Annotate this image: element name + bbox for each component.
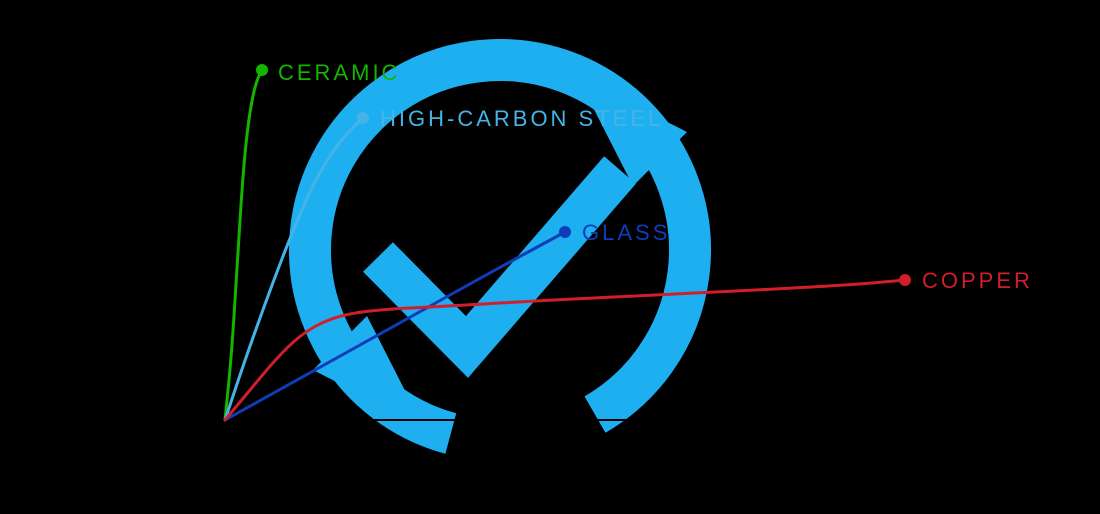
- chart-stage: 0.1 CERAMIC HIGH-CARBON STEEL GLASS COPP…: [0, 0, 1100, 514]
- series-label-copper: COPPER: [922, 268, 1033, 294]
- x-tick-label: 0.1: [476, 430, 510, 456]
- series-label-steel: HIGH-CARBON STEEL: [380, 106, 663, 132]
- stress-strain-chart: [0, 0, 1100, 514]
- series-label-glass: GLASS: [582, 220, 670, 246]
- series-label-ceramic: CERAMIC: [278, 60, 400, 86]
